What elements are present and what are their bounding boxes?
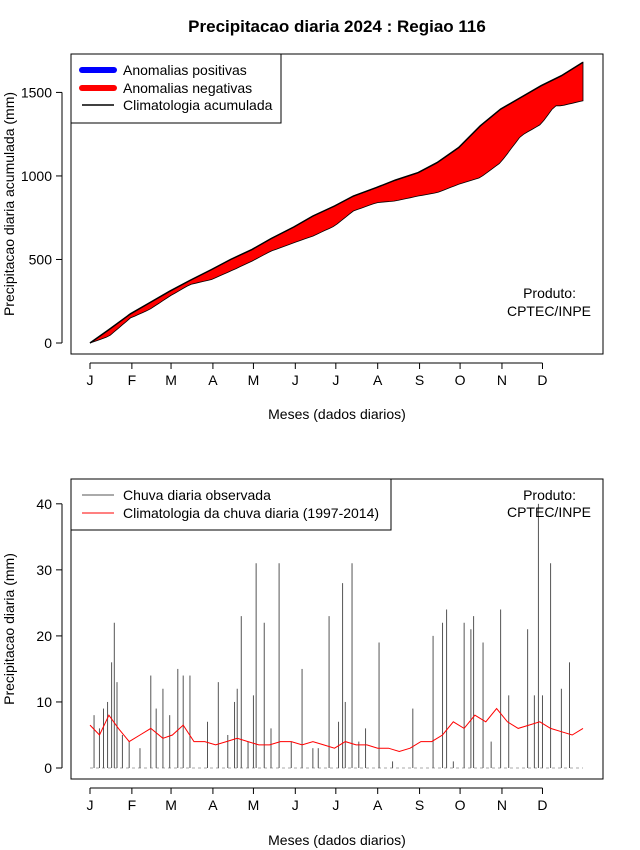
p2-x-tick-label: J (87, 797, 94, 813)
chart-title: Precipitacao diaria 2024 : Regiao 116 (188, 17, 486, 36)
x-axis-label-1: Meses (dados diarios) (268, 406, 406, 422)
legend-entry: Anomalias negativas (123, 80, 252, 96)
p2-x-tick-label: J (292, 797, 299, 813)
p1-y-tick-label: 1000 (21, 168, 52, 184)
legend-box-2 (70, 478, 392, 531)
p2-x-tick-label: D (537, 797, 547, 813)
annotation-product-1: Produto: (523, 285, 576, 301)
p1-x-tick-label: J (292, 372, 299, 388)
p2-x-tick-label: N (497, 797, 507, 813)
p2-x-tick-label: M (248, 797, 260, 813)
p2-y-tick-label: 0 (44, 760, 52, 776)
p1-x-tick-label: M (165, 372, 177, 388)
p1-x-tick-label: A (208, 372, 218, 388)
daily-climatology-line (89, 707, 584, 753)
p2-x-tick-label: F (128, 797, 137, 813)
legend-entry: Climatologia acumulada (123, 97, 273, 113)
legend-entry: Chuva diaria observada (123, 487, 271, 503)
y-axis-label-2: Precipitacao diaria (mm) (1, 553, 17, 705)
p1-x-tick-label: O (455, 372, 466, 388)
annotation-source-1: CPTEC/INPE (507, 303, 591, 319)
p1-x-tick-label: J (332, 372, 339, 388)
p1-x-tick-label: S (415, 372, 424, 388)
y-axis-label-1: Precipitacao diaria acumulada (mm) (1, 92, 17, 316)
legend-2: Chuva diaria observada Climatologia da c… (70, 478, 392, 531)
p1-y-tick-label: 1500 (21, 84, 52, 100)
cumulative-panel: 0 500 1000 1500 J F M A M J J A S O N D Precipitacao d… (1, 53, 604, 422)
p1-y-tick-label: 0 (44, 335, 52, 351)
legend-entry: Climatologia da chuva diaria (1997-2014) (123, 505, 379, 521)
climatology-line (89, 61, 584, 344)
p1-x-tick-label: N (497, 372, 507, 388)
p2-x-tick-label: A (208, 797, 218, 813)
annotation-source-2: CPTEC/INPE (507, 504, 591, 520)
plot-frame-1 (70, 53, 604, 355)
p1-y-tick-label: 500 (29, 251, 53, 267)
p2-y-tick-label: 10 (36, 694, 52, 710)
p1-x-tick-label: A (373, 372, 383, 388)
x-axis-label-2: Meses (dados diarios) (268, 832, 406, 848)
daily-panel: 0 10 20 30 40 J F M A M J J A S O N D Precipitacao diar… (1, 478, 604, 848)
p2-x-tick-label: J (332, 797, 339, 813)
p1-x-tick-label: J (87, 372, 94, 388)
annotation-product-2: Produto: (523, 487, 576, 503)
p2-y-tick-label: 20 (36, 628, 52, 644)
p2-y-tick-label: 40 (36, 496, 52, 512)
p2-x-tick-label: O (455, 797, 466, 813)
p2-x-tick-label: A (373, 797, 383, 813)
p2-y-tick-label: 30 (36, 562, 52, 578)
legend-entry: Anomalias positivas (123, 62, 247, 78)
legend-1: Anomalias positivas Anomalias negativas … (70, 53, 282, 124)
p1-x-tick-label: D (537, 372, 547, 388)
p2-x-tick-label: S (415, 797, 424, 813)
p2-x-tick-label: M (165, 797, 177, 813)
p1-x-tick-label: F (128, 372, 137, 388)
p1-x-tick-label: M (248, 372, 260, 388)
